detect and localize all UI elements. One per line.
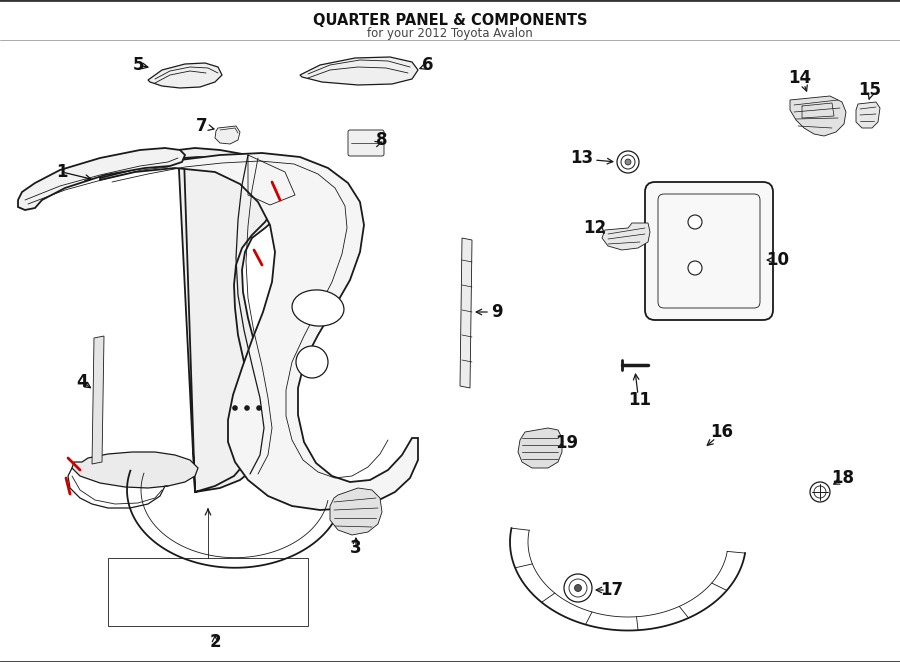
Text: 5: 5 — [132, 56, 144, 74]
Bar — [108, 558, 308, 626]
Text: 9: 9 — [491, 303, 503, 321]
Circle shape — [256, 405, 262, 411]
Ellipse shape — [292, 290, 344, 326]
Circle shape — [569, 579, 587, 597]
Circle shape — [617, 151, 639, 173]
Circle shape — [621, 155, 635, 169]
Text: for your 2012 Toyota Avalon: for your 2012 Toyota Avalon — [367, 27, 533, 40]
Polygon shape — [856, 102, 880, 128]
Text: 6: 6 — [422, 56, 434, 74]
Polygon shape — [100, 153, 418, 510]
Text: 19: 19 — [555, 434, 579, 452]
Polygon shape — [72, 452, 198, 488]
Text: 7: 7 — [196, 117, 208, 135]
Circle shape — [810, 482, 830, 502]
Text: 15: 15 — [859, 81, 881, 99]
Circle shape — [296, 346, 328, 378]
Text: 2: 2 — [209, 633, 220, 651]
Text: 12: 12 — [583, 219, 607, 237]
Circle shape — [232, 405, 238, 411]
Polygon shape — [92, 336, 104, 464]
Polygon shape — [602, 223, 650, 250]
Polygon shape — [460, 238, 472, 388]
Circle shape — [564, 574, 592, 602]
Text: 3: 3 — [350, 539, 362, 557]
FancyBboxPatch shape — [348, 130, 384, 156]
Circle shape — [574, 585, 581, 592]
Circle shape — [244, 405, 250, 411]
Text: 17: 17 — [600, 581, 624, 599]
Circle shape — [625, 159, 631, 165]
Polygon shape — [178, 148, 292, 492]
Polygon shape — [790, 96, 846, 136]
Circle shape — [688, 215, 702, 229]
Text: QUARTER PANEL & COMPONENTS: QUARTER PANEL & COMPONENTS — [313, 13, 587, 28]
Text: 11: 11 — [628, 391, 652, 409]
Polygon shape — [330, 488, 382, 535]
Text: 13: 13 — [571, 149, 594, 167]
Text: 18: 18 — [832, 469, 854, 487]
Polygon shape — [148, 63, 222, 88]
FancyBboxPatch shape — [645, 182, 773, 320]
Text: 14: 14 — [788, 69, 812, 87]
Text: 1: 1 — [57, 163, 68, 181]
Text: 4: 4 — [76, 373, 88, 391]
Circle shape — [688, 261, 702, 275]
Polygon shape — [18, 148, 185, 210]
Polygon shape — [215, 126, 240, 144]
Text: 10: 10 — [767, 251, 789, 269]
Polygon shape — [300, 57, 418, 85]
Circle shape — [814, 486, 826, 498]
Text: 8: 8 — [376, 131, 388, 149]
Polygon shape — [518, 428, 562, 468]
Text: 16: 16 — [710, 423, 734, 441]
